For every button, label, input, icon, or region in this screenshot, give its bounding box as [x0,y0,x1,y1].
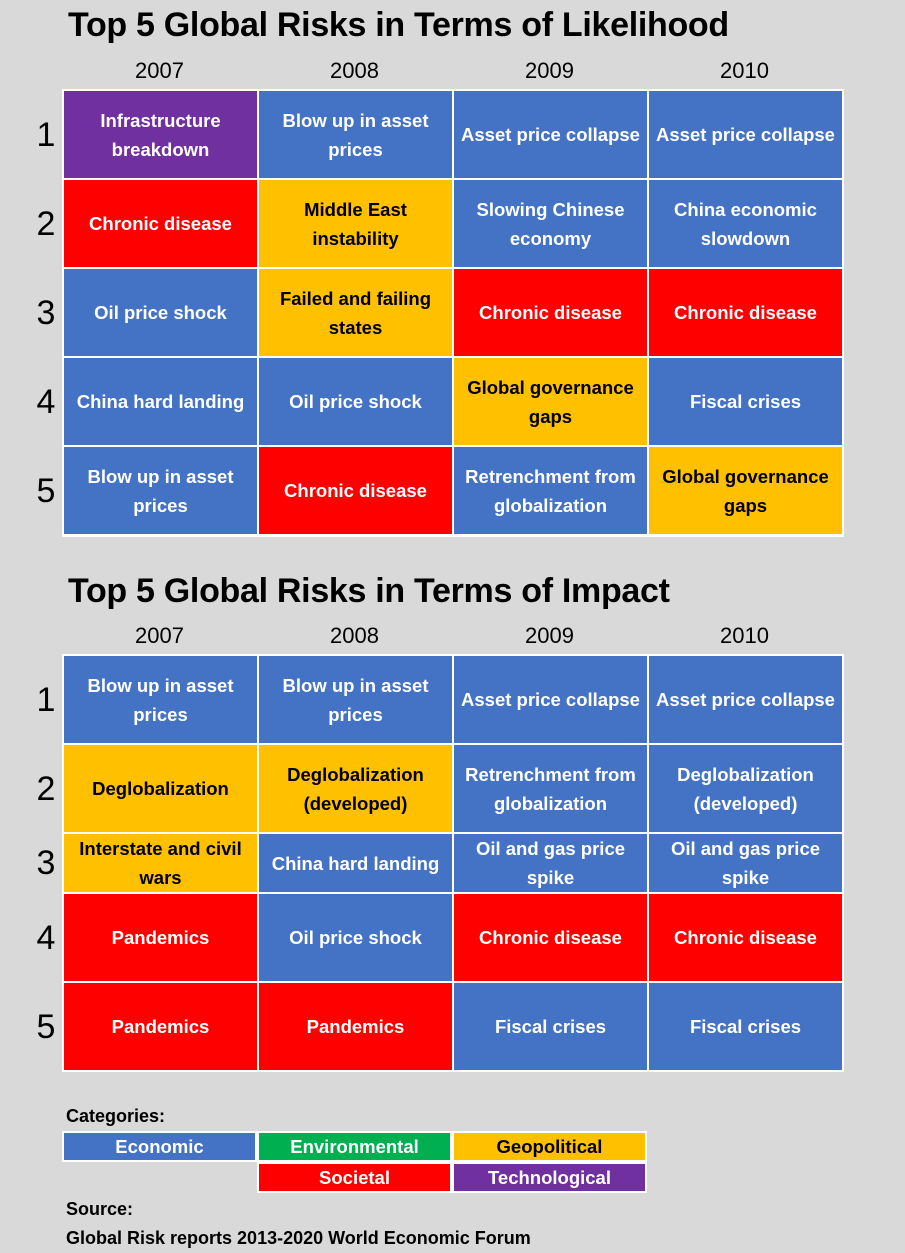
year-label: 2010 [720,623,769,648]
year-label: 2010 [720,58,769,83]
likelihood-grid: Infrastructure breakdown Blow up in asset… [62,89,844,537]
risk-cell: China economic slowdown [649,180,842,267]
risk-cell: Deglobalization (developed) [259,745,452,832]
rank-label: 5 [36,1008,56,1046]
risk-cell: Slowing Chinese economy [454,180,647,267]
year-label: 2007 [135,623,184,648]
risk-cell: Pandemics [259,983,452,1070]
year-label: 2008 [330,58,379,83]
legend-title: Categories: [66,1106,166,1126]
rank-label: 2 [36,770,56,808]
risk-cell: Blow up in asset prices [259,91,452,178]
risk-cell: Asset price collapse [649,656,842,743]
risk-cell: Fiscal crises [454,983,647,1070]
legend-environmental: Environmental [257,1131,452,1162]
risk-cell: Retrenchment from globalization [454,447,647,534]
year-label: 2009 [525,623,574,648]
risk-cell: Blow up in asset prices [259,656,452,743]
legend-societal: Societal [257,1162,452,1193]
risk-cell: Pandemics [64,894,257,981]
rank-label: 4 [36,919,56,957]
legend-technological: Technological [452,1162,647,1193]
year-label: 2009 [525,58,574,83]
risk-cell: Oil price shock [64,269,257,356]
legend-geopolitical: Geopolitical [452,1131,647,1162]
risk-cell: Chronic disease [64,180,257,267]
risk-cell: Interstate and civil wars [64,834,257,892]
impact-title: Top 5 Global Risks in Terms of Impact [68,572,670,610]
risk-cell: Deglobalization (developed) [649,745,842,832]
risk-cell: Asset price collapse [454,91,647,178]
risk-cell: Middle East instability [259,180,452,267]
source-label: Source: [66,1199,134,1219]
risk-cell: Failed and failing states [259,269,452,356]
risk-cell: Retrenchment from globalization [454,745,647,832]
likelihood-title: Top 5 Global Risks in Terms of Likelihoo… [68,6,729,44]
risk-cell: Pandemics [64,983,257,1070]
rank-label: 2 [36,205,56,243]
risk-cell: Chronic disease [259,447,452,534]
risk-cell: Oil price shock [259,894,452,981]
risk-cell: Oil and gas price spike [649,834,842,892]
risk-cell: Blow up in asset prices [64,656,257,743]
risk-cell: Infrastructure breakdown [64,91,257,178]
year-label: 2007 [135,58,184,83]
risk-cell: Blow up in asset prices [64,447,257,534]
source-text: Global Risk reports 2013-2020 World Econ… [66,1228,531,1248]
risk-cell: Chronic disease [649,894,842,981]
risk-cell: Deglobalization [64,745,257,832]
risk-cell: Fiscal crises [649,358,842,445]
rank-label: 1 [36,116,56,154]
risk-cell: Asset price collapse [454,656,647,743]
rank-label: 5 [36,472,56,510]
risk-cell: China hard landing [259,834,452,892]
risk-cell: Oil price shock [259,358,452,445]
risk-cell: Asset price collapse [649,91,842,178]
risk-cell: Fiscal crises [649,983,842,1070]
rank-label: 3 [36,294,56,332]
impact-grid: Blow up in asset prices Blow up in asset … [62,654,844,1072]
risk-cell: Chronic disease [454,269,647,356]
risk-cell: Global governance gaps [454,358,647,445]
legend-economic: Economic [62,1131,257,1162]
year-label: 2008 [330,623,379,648]
risk-cell: Chronic disease [649,269,842,356]
risk-cell: Chronic disease [454,894,647,981]
risk-cell: Oil and gas price spike [454,834,647,892]
rank-label: 1 [36,681,56,719]
rank-label: 4 [36,383,56,421]
risk-cell: Global governance gaps [649,447,842,534]
risk-cell: China hard landing [64,358,257,445]
rank-label: 3 [36,844,56,882]
